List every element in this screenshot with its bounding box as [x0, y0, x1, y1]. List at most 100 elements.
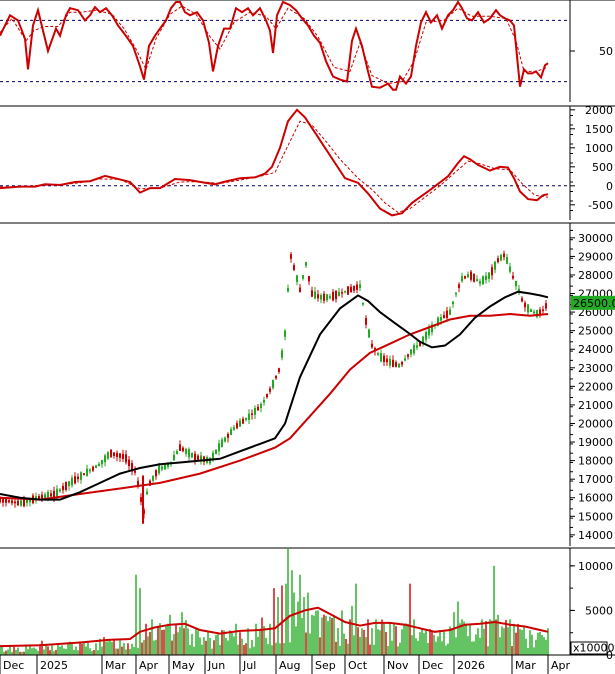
volume-bar — [195, 628, 197, 655]
candle-body — [506, 257, 508, 264]
volume-bar — [279, 643, 281, 655]
volume-bar — [319, 637, 321, 655]
candle-body — [485, 275, 487, 281]
volume-bar — [67, 642, 69, 655]
volume-bar — [145, 623, 147, 655]
candle-body — [122, 453, 124, 459]
candle-body — [14, 501, 16, 504]
candle-body — [401, 362, 403, 365]
volume-bar — [479, 637, 481, 655]
volume-bar — [537, 632, 539, 655]
candle-body — [146, 491, 148, 495]
candle-body — [317, 294, 319, 299]
volume-bar — [359, 636, 361, 655]
volume-bar — [425, 628, 427, 655]
volume-bar — [81, 643, 83, 655]
candle-body — [287, 288, 289, 292]
candle-body — [167, 463, 169, 467]
volume-bar — [405, 623, 407, 655]
y-tick-label: 17000 — [578, 473, 613, 486]
volume-bar — [153, 640, 155, 655]
volume-bar — [143, 640, 145, 655]
candle-body — [461, 276, 463, 282]
volume-bar — [335, 641, 337, 655]
y-tick-label: 24000 — [578, 343, 613, 356]
volume-bar — [105, 641, 107, 655]
volume-bar — [47, 646, 49, 655]
volume-bar — [123, 643, 125, 655]
volume-bar — [517, 623, 519, 655]
volume-bar — [501, 626, 503, 655]
candle-body — [194, 453, 196, 461]
volume-panel: 1000050000x10000 — [0, 547, 615, 662]
candle-body — [419, 341, 421, 347]
y-tick-label: 14000 — [578, 529, 613, 542]
volume-bar — [379, 630, 381, 655]
candle-body — [41, 494, 43, 500]
volume-bar — [239, 632, 241, 655]
volume-bar — [7, 649, 9, 655]
volume-bar — [519, 628, 521, 655]
volume-bar — [237, 644, 239, 655]
volume-bar — [341, 610, 343, 655]
volume-bar — [301, 617, 303, 655]
volume-bar — [523, 626, 525, 655]
candle-body — [338, 291, 340, 297]
volume-bar — [23, 651, 25, 655]
volume-bar — [453, 612, 455, 655]
volume-bar — [165, 625, 167, 655]
candle-body — [482, 276, 484, 285]
volume-bar — [161, 630, 163, 655]
volume-bar — [317, 610, 319, 655]
candle-body — [452, 301, 454, 305]
y-tick-label: 10000 — [578, 560, 613, 573]
y-tick-label: 1500 — [585, 123, 613, 136]
x-tick-label: 2025 — [40, 659, 68, 672]
volume-bar — [303, 597, 305, 655]
candle-body — [275, 375, 277, 379]
candle-body — [473, 274, 475, 282]
candle-body — [422, 336, 424, 343]
candle-body — [302, 275, 304, 279]
volume-bar — [419, 632, 421, 655]
candle-body — [521, 298, 523, 302]
candle-body — [233, 427, 235, 430]
volume-bar — [373, 644, 375, 655]
candle-body — [107, 452, 109, 459]
volume-bar — [243, 645, 245, 655]
volume-bar — [29, 644, 31, 655]
candle-body — [239, 420, 241, 427]
candle-body — [383, 355, 385, 363]
volume-bar — [351, 605, 353, 655]
candle-body — [212, 452, 214, 460]
candle-body — [344, 290, 346, 293]
x-axis: Dec 2025 Mar Apr May Jun Jul Aug Sep Oct Nov Dec 202… — [0, 654, 615, 674]
candle-body — [191, 452, 193, 458]
volume-bar — [385, 632, 387, 655]
candle-body — [497, 258, 499, 263]
candle-body — [542, 309, 544, 312]
candle-body — [407, 354, 409, 357]
candle-body — [155, 470, 157, 477]
volume-bar — [71, 644, 73, 655]
volume-bar — [263, 625, 265, 655]
volume-bar — [197, 630, 199, 655]
volume-bar — [257, 636, 259, 655]
candle-body — [311, 290, 313, 297]
volume-bar — [77, 650, 79, 655]
macd-panel: 2000 1500 1000 500 0 -500 — [0, 104, 615, 220]
volume-bar — [19, 651, 21, 655]
candle-body — [134, 470, 136, 473]
volume-bar — [25, 644, 27, 655]
volume-bar — [295, 626, 297, 655]
volume-bar — [127, 643, 129, 655]
candle-body — [65, 481, 67, 490]
volume-bar — [543, 637, 545, 655]
volume-bar — [167, 623, 169, 655]
last-price-label: 26500.00 — [573, 297, 615, 310]
volume-bar — [271, 645, 273, 655]
candle-body — [293, 265, 295, 271]
volume-bar — [417, 640, 419, 655]
candle-body — [488, 272, 490, 279]
volume-bar — [455, 637, 457, 655]
